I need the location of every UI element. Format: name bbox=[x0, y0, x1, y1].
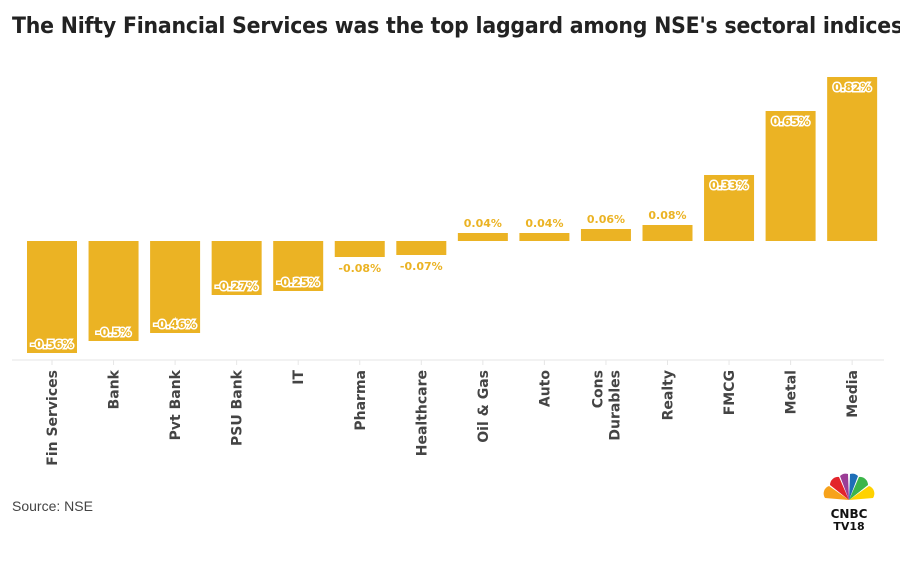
category-label: PSU Bank bbox=[230, 369, 246, 446]
category-label: Pharma bbox=[353, 370, 369, 431]
bar bbox=[704, 175, 755, 241]
bar bbox=[150, 241, 201, 333]
data-label: -0.46% bbox=[154, 318, 197, 331]
data-label: -0.27% bbox=[215, 280, 258, 293]
bar bbox=[334, 241, 385, 257]
data-label: 0.04% bbox=[464, 217, 502, 230]
data-label: -0.25% bbox=[277, 276, 320, 289]
bar bbox=[211, 241, 262, 295]
bar bbox=[273, 241, 324, 291]
bar bbox=[580, 229, 631, 241]
category-label: FMCG bbox=[722, 370, 738, 415]
data-label: 0.04% bbox=[525, 217, 563, 230]
data-label: 0.65% bbox=[772, 115, 810, 128]
data-label: -0.07% bbox=[400, 260, 443, 273]
data-label: -0.5% bbox=[96, 326, 131, 339]
category-label: Cons bbox=[590, 370, 606, 408]
category-label: Oil & Gas bbox=[476, 370, 492, 443]
bar bbox=[396, 241, 447, 255]
bar bbox=[519, 233, 570, 241]
data-label: -0.56% bbox=[31, 338, 74, 351]
svg-text:CNBC: CNBC bbox=[831, 507, 868, 521]
svg-text:TV18: TV18 bbox=[833, 520, 864, 532]
category-label: Fin Services bbox=[45, 370, 61, 466]
category-label: Pvt Bank bbox=[168, 369, 184, 440]
bar bbox=[642, 225, 693, 241]
category-label: Durables bbox=[607, 370, 623, 441]
category-label: Bank bbox=[107, 369, 123, 409]
chart-title: The Nifty Financial Services was the top… bbox=[12, 14, 900, 39]
data-label: -0.08% bbox=[338, 262, 381, 275]
bar-chart: -0.56% Fin Services -0.5% Bank -0.46% Pvt Ban… bbox=[12, 77, 884, 466]
category-label: Realty bbox=[661, 370, 677, 420]
category-label: Media bbox=[845, 370, 861, 418]
category-label: Metal bbox=[784, 370, 800, 414]
bar bbox=[827, 77, 878, 241]
data-label: 0.08% bbox=[648, 209, 686, 222]
cnbc-tv18-logo: CNBC TV18 bbox=[823, 473, 875, 532]
bar bbox=[88, 241, 139, 341]
data-label: 0.33% bbox=[710, 179, 748, 192]
source-note: Source: NSE bbox=[12, 498, 93, 514]
bar bbox=[765, 111, 816, 241]
bar bbox=[457, 233, 508, 241]
category-label: Healthcare bbox=[414, 370, 430, 456]
bar bbox=[27, 241, 77, 353]
data-label: 0.06% bbox=[587, 213, 625, 226]
category-label: IT bbox=[291, 370, 307, 385]
category-label: Auto bbox=[537, 370, 553, 407]
data-label: 0.82% bbox=[833, 81, 871, 94]
